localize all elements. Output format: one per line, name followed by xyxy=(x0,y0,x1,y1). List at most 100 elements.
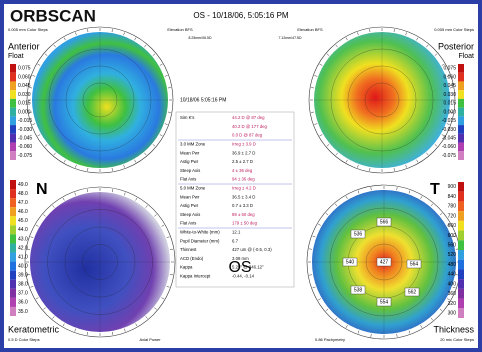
tick xyxy=(430,203,434,207)
color-step xyxy=(10,252,16,262)
color-step xyxy=(458,298,464,309)
color-step xyxy=(10,243,16,253)
color-step xyxy=(10,198,16,208)
info-value: 0.0 D @ 87 deg xyxy=(232,133,263,138)
tick xyxy=(312,235,316,238)
value-box xyxy=(350,285,366,295)
tick xyxy=(32,123,36,125)
tick xyxy=(43,214,46,217)
color-step xyxy=(458,151,464,160)
tick xyxy=(319,134,323,137)
color-step xyxy=(458,308,464,318)
scale-label: 400 xyxy=(448,281,457,287)
info-value: -0.44, -0.14 xyxy=(232,274,255,279)
tick xyxy=(357,32,359,36)
tick xyxy=(43,307,46,310)
tick xyxy=(74,192,76,196)
scale-label: 0.075 xyxy=(443,66,456,72)
scale-label: 40.0 xyxy=(18,263,28,269)
note: 0.005 mm Color Steps xyxy=(434,27,474,32)
tick xyxy=(345,37,348,41)
tick xyxy=(314,123,318,125)
color-step xyxy=(458,259,464,270)
temporal: T xyxy=(430,181,440,198)
tick xyxy=(447,298,450,301)
scale-label: 0.075 xyxy=(18,66,31,72)
color-step xyxy=(10,297,16,307)
map-sub: Float xyxy=(458,53,474,60)
tick xyxy=(318,298,321,301)
scale-label: -0.060 xyxy=(442,144,456,150)
color-step xyxy=(10,133,16,143)
info-label: Sim K's xyxy=(180,115,194,120)
tick xyxy=(87,29,89,33)
tick xyxy=(154,307,157,310)
tick xyxy=(416,159,419,163)
logo: ORBSCAN xyxy=(10,6,96,25)
note: 0.005 mm Color Steps xyxy=(8,27,48,32)
value-box xyxy=(404,287,420,297)
tick xyxy=(408,190,411,194)
color-step xyxy=(10,189,16,199)
tick xyxy=(357,190,360,194)
info-value: 5.29° @ 346.12° xyxy=(232,265,264,270)
color-step xyxy=(10,288,16,298)
scale-label: 45.0 xyxy=(18,218,28,224)
tick xyxy=(62,323,65,327)
scale-label: 41.0 xyxy=(18,254,28,260)
scale-label: 47.0 xyxy=(18,200,28,206)
color-step xyxy=(458,142,464,152)
color-step xyxy=(10,107,16,117)
scale-label: 480 xyxy=(448,262,457,268)
tick xyxy=(439,212,443,216)
scale-label: 720 xyxy=(448,213,457,219)
info-value: 40.2 D @ 177 deg xyxy=(232,124,268,129)
tick xyxy=(166,236,170,238)
scale-label: -0.015 xyxy=(18,118,32,124)
tick xyxy=(430,317,434,321)
color-step xyxy=(10,180,16,190)
color-step xyxy=(458,220,464,231)
tick xyxy=(135,197,138,201)
scale-label: -0.045 xyxy=(18,136,32,142)
tick xyxy=(434,144,438,147)
color-step xyxy=(458,182,464,192)
value-box xyxy=(342,257,358,267)
tick xyxy=(166,286,170,288)
tick xyxy=(326,53,330,56)
tick xyxy=(309,248,313,250)
scale-label: 0.015 xyxy=(18,101,31,107)
tick xyxy=(357,164,359,168)
tick xyxy=(393,29,395,33)
tick xyxy=(44,144,48,147)
color-step xyxy=(458,230,464,241)
info-label: ACD (Endo) xyxy=(180,256,204,261)
value-box xyxy=(376,217,392,227)
value-box xyxy=(350,229,366,239)
tick xyxy=(169,274,173,276)
info-label: Kappa Intercept xyxy=(180,274,211,279)
color-step xyxy=(10,125,16,134)
scale-label: 35.0 xyxy=(18,309,28,315)
tick xyxy=(124,328,126,332)
tick xyxy=(416,37,419,41)
tick xyxy=(111,29,113,33)
color-step xyxy=(458,269,464,280)
tick xyxy=(52,316,55,319)
tick xyxy=(63,37,66,41)
scale-label: 0.015 xyxy=(443,101,456,107)
color-step xyxy=(10,234,16,244)
scale-label: 0.030 xyxy=(18,92,31,98)
color-step xyxy=(458,81,464,91)
color-step xyxy=(458,72,464,82)
info-label: Flat Axis xyxy=(180,177,196,182)
info-label: Steep Axis xyxy=(180,212,200,217)
color-step xyxy=(10,225,16,235)
tick xyxy=(35,224,39,227)
tick xyxy=(370,187,372,191)
map-name: Anterior xyxy=(8,41,40,51)
tick xyxy=(164,123,168,125)
scale-label: 900 xyxy=(448,184,457,190)
info-label: Mean Pwr xyxy=(180,194,200,199)
